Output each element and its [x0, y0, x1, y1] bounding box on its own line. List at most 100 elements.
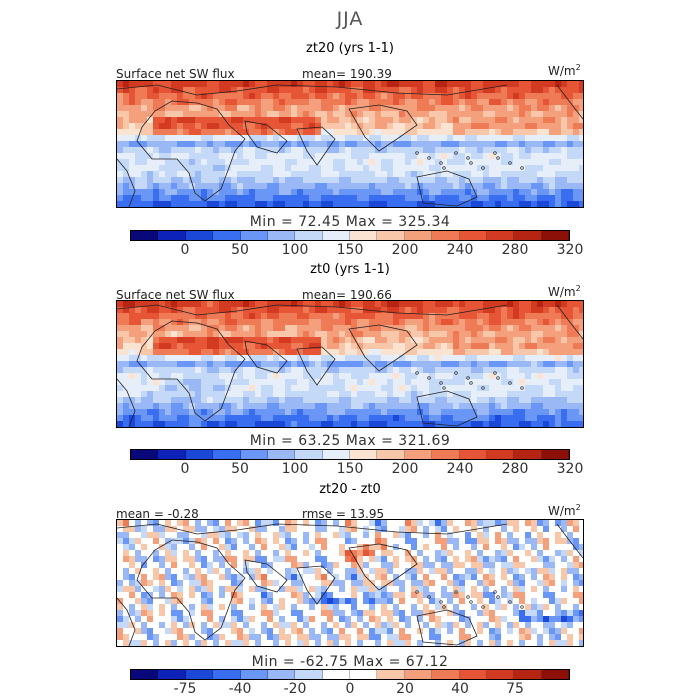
field-cell — [237, 397, 244, 404]
field-cell — [501, 355, 508, 362]
field-cell — [339, 195, 346, 202]
field-cell — [123, 147, 130, 154]
field-cell — [555, 403, 562, 410]
field-cell — [255, 93, 262, 100]
field-cell — [489, 301, 496, 308]
field-cell — [543, 111, 550, 118]
field-cell — [321, 117, 328, 124]
field-cell — [165, 580, 172, 587]
field-cell — [477, 319, 484, 326]
field-cell — [513, 367, 520, 374]
field-cell — [207, 105, 214, 112]
field-cell — [195, 183, 202, 190]
field-cell — [339, 307, 346, 314]
field-cell — [327, 177, 334, 184]
field-cell — [243, 111, 250, 118]
field-cell — [561, 325, 568, 332]
field-cell — [273, 135, 280, 142]
field-cell — [345, 544, 352, 551]
field-cell — [387, 391, 394, 398]
field-cell — [123, 574, 130, 581]
field-cell — [297, 117, 304, 124]
field-cell — [255, 165, 262, 172]
field-cell — [321, 99, 328, 106]
field-cell — [423, 580, 430, 587]
field-cell — [135, 159, 142, 166]
field-cell — [477, 81, 484, 88]
field-cell — [159, 159, 166, 166]
field-cell — [249, 628, 256, 635]
field-cell — [453, 331, 460, 338]
field-cell — [117, 598, 124, 605]
field-cell — [423, 379, 430, 386]
field-cell — [201, 319, 208, 326]
colorbar-swatch — [404, 450, 433, 459]
field-cell — [297, 337, 304, 344]
field-cell — [309, 349, 316, 356]
field-cell — [369, 201, 376, 207]
field-cell — [399, 325, 406, 332]
field-cell — [213, 574, 220, 581]
field-cell — [249, 592, 256, 599]
field-cell — [399, 117, 406, 124]
field-cell — [405, 117, 412, 124]
field-cell — [165, 307, 172, 314]
field-cell — [537, 319, 544, 326]
field-cell — [561, 379, 568, 386]
field-cell — [573, 616, 580, 623]
field-cell — [417, 574, 424, 581]
field-cell — [213, 397, 220, 404]
field-cell — [381, 628, 388, 635]
field-cell — [123, 616, 130, 623]
field-cell — [357, 556, 364, 563]
field-cell — [297, 195, 304, 202]
field-cell — [567, 379, 574, 386]
field-cell — [453, 622, 460, 629]
field-cell — [153, 307, 160, 314]
field-cell — [117, 153, 124, 160]
field-cell — [165, 421, 172, 427]
field-cell — [441, 403, 448, 410]
field-cell — [387, 403, 394, 410]
field-cell — [267, 397, 274, 404]
colorbar-tick-label: 0 — [180, 461, 190, 477]
field-cell — [279, 147, 286, 154]
field-cell — [153, 622, 160, 629]
field-cell — [405, 349, 412, 356]
field-cell — [171, 634, 178, 641]
field-cell — [513, 556, 520, 563]
field-cell — [309, 397, 316, 404]
field-cell — [213, 622, 220, 629]
field-cell — [291, 634, 298, 641]
field-cell — [477, 628, 484, 635]
field-cell — [351, 141, 358, 148]
field-cell — [177, 349, 184, 356]
field-cell — [135, 409, 142, 416]
field-cell — [249, 550, 256, 557]
field-cell — [351, 526, 358, 533]
field-cell — [525, 574, 532, 581]
field-cell — [573, 598, 580, 605]
field-cell — [237, 610, 244, 617]
field-cell — [453, 325, 460, 332]
field-cell — [201, 135, 208, 142]
field-cell — [213, 367, 220, 374]
field-cell — [327, 153, 334, 160]
field-cell — [207, 634, 214, 641]
field-cell — [363, 337, 370, 344]
field-cell — [309, 195, 316, 202]
field-cell — [543, 177, 550, 184]
field-cell — [525, 189, 532, 196]
field-cell — [543, 403, 550, 410]
field-cell — [477, 373, 484, 380]
field-cell — [537, 598, 544, 605]
field-cell — [543, 562, 550, 569]
field-cell — [315, 105, 322, 112]
field-cell — [381, 171, 388, 178]
field-cell — [159, 343, 166, 350]
field-cell — [483, 556, 490, 563]
field-cell — [489, 319, 496, 326]
field-cell — [573, 520, 580, 527]
field-cell — [267, 562, 274, 569]
field-cell — [447, 165, 454, 172]
